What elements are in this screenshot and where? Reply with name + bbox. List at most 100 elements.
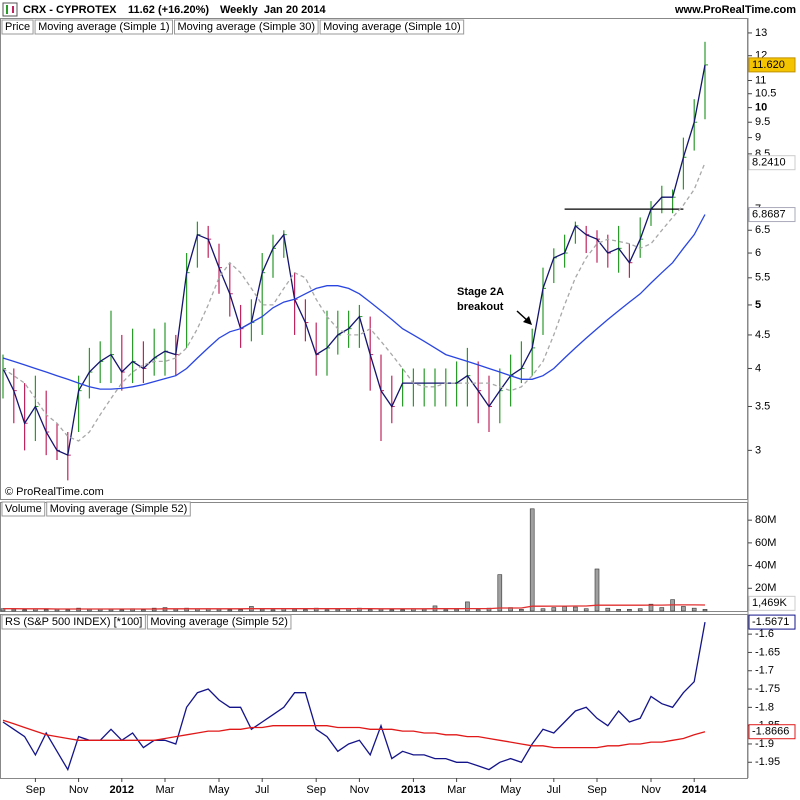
x-tick-label: May [209, 784, 230, 796]
legend-label: Moving average (Simple 52) [150, 616, 288, 628]
volume-bar [22, 609, 27, 612]
y-tick-label: 4.5 [755, 329, 770, 341]
volume-bar [43, 609, 49, 612]
value-label: 8.2410 [752, 157, 786, 169]
volume-bar [681, 606, 686, 612]
y-tick-label: 60M [755, 537, 776, 549]
y-tick-label: 9.5 [755, 116, 770, 128]
volume-bar [648, 603, 654, 612]
volume-bar [551, 607, 557, 612]
volume-bar [594, 568, 600, 612]
y-tick-label: 10 [755, 102, 767, 114]
legend-label: RS (S&P 500 INDEX) [*100] [5, 616, 142, 628]
y-tick-label: 5 [755, 299, 761, 311]
volume-bar [659, 607, 665, 612]
x-tick-label: Mar [447, 784, 466, 796]
value-box [748, 724, 796, 740]
x-tick-label: May [500, 784, 521, 796]
y-tick-label: 80M [755, 514, 776, 526]
volume-bar [562, 606, 567, 612]
legend-box [1, 501, 46, 517]
watermark: © ProRealTime.com [5, 486, 104, 498]
annotation: breakout [457, 301, 504, 313]
legend-box [146, 614, 292, 630]
y-tick-label: -1.95 [755, 756, 780, 768]
value-label: -1.5671 [752, 616, 789, 628]
x-tick-label: Sep [306, 784, 326, 796]
volume-bar [238, 609, 243, 612]
ma-line [2, 214, 706, 390]
legend-label: Moving average (Simple 30) [178, 21, 316, 33]
annotation: Stage 2A [457, 286, 504, 298]
volume-bar [443, 609, 449, 612]
volume-bar [270, 609, 276, 612]
legend-box [34, 19, 174, 35]
x-tick-label: 2012 [110, 784, 134, 796]
value-label: 6.8687 [752, 208, 786, 220]
volume-bar [335, 608, 341, 612]
rs-line [2, 719, 706, 749]
chart-subtitle: 11.62 (+16.20%) [128, 4, 209, 16]
legend-box [319, 19, 465, 35]
value-label: 1,469K [752, 597, 788, 609]
volume-bar [616, 608, 621, 612]
legend-box [46, 501, 191, 517]
volume-bar [292, 608, 297, 612]
volume-bar [454, 608, 459, 612]
x-tick-label: Sep [587, 784, 607, 796]
volume-bar [173, 608, 179, 612]
legend-label: Moving average (Simple 10) [323, 21, 461, 33]
volume-bar [259, 608, 265, 612]
volume-bar [421, 608, 427, 612]
volume-bar [627, 608, 632, 612]
volume-bar [303, 609, 308, 612]
y-tick-label: 6.5 [755, 224, 770, 236]
value-label: -1.8666 [752, 726, 789, 738]
volume-bar [465, 601, 470, 612]
source: www.ProRealTime.com [674, 4, 796, 16]
legend-label: Price [5, 21, 30, 33]
x-tick-label: Nov [350, 784, 370, 796]
volume-bar [11, 608, 17, 612]
x-tick-label: Nov [641, 784, 661, 796]
ma-line [3, 604, 706, 610]
period: Weekly Jan 20 2014 [220, 4, 326, 16]
y-tick-label: 40M [755, 559, 776, 571]
y-tick-label: -1.7 [755, 665, 774, 677]
x-tick-label: 2013 [401, 784, 425, 796]
x-tick-label: 2014 [682, 784, 707, 796]
volume-bar [65, 609, 71, 612]
x-tick-label: Sep [26, 784, 46, 796]
annotation-arrowhead [523, 316, 532, 325]
volume-bar [529, 508, 535, 612]
legend-box [1, 614, 146, 630]
legend-label: Moving average (Simple 52) [50, 503, 188, 515]
y-tick-label: -1.8 [755, 701, 774, 713]
y-tick-label: -1.75 [755, 683, 780, 695]
volume-bar [691, 607, 697, 612]
legend-box [1, 19, 34, 35]
volume-bar [702, 609, 708, 612]
y-tick-label: 11 [755, 74, 766, 86]
y-tick-label: -1.9 [755, 738, 774, 750]
volume-bar [400, 609, 405, 612]
volume-bar [573, 606, 578, 612]
chart-title: CRX - CYPROTEX [23, 4, 117, 16]
volume-bar [497, 574, 503, 612]
legend-label: Volume [5, 503, 42, 515]
volume-bar [475, 609, 481, 612]
volume-bar [605, 607, 611, 612]
volume-bar [637, 608, 643, 612]
legend-label: Moving average (Simple 1) [38, 21, 169, 33]
y-tick-label: -1.65 [755, 646, 780, 658]
volume-bar [324, 609, 330, 612]
volume-bar [119, 609, 125, 612]
rs-line [2, 621, 706, 772]
volume-bar [540, 608, 546, 612]
ma-line [2, 162, 706, 442]
y-tick-label: -1.6 [755, 628, 774, 640]
y-tick-label: 4 [755, 362, 761, 374]
legend-box [174, 19, 319, 35]
